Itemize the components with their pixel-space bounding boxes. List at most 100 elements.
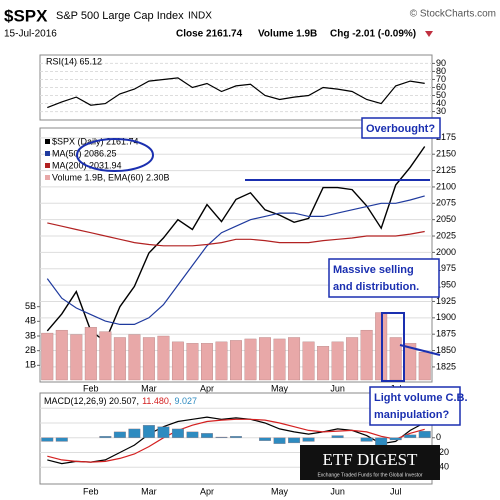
bar: [259, 337, 271, 381]
x-tick-label: May: [271, 383, 289, 393]
bar: [418, 351, 431, 381]
annotation-box: [328, 258, 440, 298]
legend-swatch: [45, 139, 50, 144]
bar: [201, 433, 213, 438]
y-tick-label: 2125: [436, 165, 456, 175]
x-tick-label: Jun: [330, 486, 345, 496]
highlight-ellipse: [76, 138, 154, 172]
legend-swatch: [45, 163, 50, 168]
bar: [55, 329, 68, 381]
bar: [99, 331, 112, 381]
change: Chg -2.01 (-0.09%): [330, 29, 416, 40]
bar: [41, 332, 54, 381]
bar: [128, 428, 141, 438]
bar: [346, 337, 359, 381]
legend-entry: Volume 1.9B, EMA(60) 2.30B: [52, 172, 170, 182]
legend-swatch: [45, 151, 50, 156]
annotation: manipulation?: [374, 409, 449, 421]
bar: [142, 337, 155, 381]
bar: [259, 437, 271, 441]
bar: [201, 343, 213, 381]
annotation: and distribution.: [333, 281, 419, 293]
line: [47, 222, 425, 247]
bar: [389, 337, 402, 381]
y-tick-label: 70: [436, 74, 446, 84]
bar: [113, 431, 126, 438]
y-tick-label: 1975: [436, 263, 456, 273]
legend-entry: 11.480,: [142, 396, 171, 406]
y-tick-label: -20: [436, 447, 449, 457]
bar: [360, 437, 373, 442]
line: [46, 146, 426, 343]
logo-box: [300, 445, 440, 480]
bar: [288, 337, 301, 381]
y-tick-label: 50: [436, 90, 446, 100]
bar: [389, 437, 402, 441]
x-tick-label: Jun: [330, 383, 345, 393]
bar: [331, 435, 344, 438]
legend: MACD(12,26,9) 20.507, 11.480, 9.027: [44, 396, 197, 406]
legend-entry: RSI(14) 65.12: [46, 56, 102, 66]
close: Close 2161.74: [176, 29, 243, 40]
bar: [418, 430, 431, 438]
logo-title: ETF DIGEST: [323, 450, 419, 469]
y-tick-label: 1B: [25, 360, 36, 370]
annotation-box: [369, 386, 461, 426]
y-tick-label: 0: [436, 432, 441, 442]
y-tick-label: -40: [436, 462, 449, 472]
bar: [404, 434, 417, 438]
y-tick-label: 2025: [436, 230, 456, 240]
logo-tagline: Exchange Traded Funds for the Global Inv…: [317, 472, 422, 478]
x-tick-label: Mar: [141, 486, 157, 496]
y-tick-label: 1825: [436, 361, 456, 371]
line: [47, 77, 425, 109]
y-tick-label: 2B: [25, 345, 36, 355]
y-tick-label: 1925: [436, 296, 456, 306]
bar: [302, 437, 315, 442]
y-tick-label: 1875: [436, 329, 456, 339]
x-tick-label: Mar: [141, 383, 157, 393]
bar: [142, 425, 155, 438]
bar: [157, 335, 170, 381]
bar: [331, 341, 344, 381]
legend-swatch: [45, 175, 50, 180]
y-tick-label: 1950: [436, 279, 456, 289]
line: [47, 418, 425, 463]
y-tick-label: 90: [436, 58, 446, 68]
y-tick-label: 40: [436, 98, 446, 108]
y-tick-label: 30: [436, 106, 446, 116]
x-tick-label: Apr: [200, 486, 214, 496]
copyright: © StockCharts.com: [410, 9, 496, 20]
bar: [113, 337, 126, 381]
bar: [171, 428, 184, 438]
y-tick-label: 2075: [436, 198, 456, 208]
bar: [157, 426, 170, 438]
y-tick-label: 80: [436, 66, 446, 76]
y-tick-label: 5B: [25, 301, 36, 311]
annotation: Massive selling: [333, 264, 414, 276]
annotation: Overbought?: [366, 123, 435, 135]
annotation-box: [361, 117, 441, 139]
bar: [55, 437, 68, 442]
bar: [230, 436, 242, 438]
y-tick-label: 1900: [436, 312, 456, 322]
bar: [273, 437, 286, 444]
x-tick-label: May: [271, 486, 289, 496]
bar: [273, 338, 286, 381]
legend-entry: MACD(12,26,9) 20.507,: [44, 396, 139, 406]
annotation: Light volume C.B.: [374, 392, 468, 404]
y-tick-label: 3B: [25, 330, 36, 340]
line: [46, 195, 425, 325]
x-tick-label: Jul: [390, 486, 402, 496]
legend-entry: MA(50) 2086.25: [52, 148, 117, 158]
y-tick-label: 2100: [436, 181, 456, 191]
legend-entry: 9.027: [174, 396, 197, 406]
bar: [84, 327, 97, 381]
y-tick-label: 2150: [436, 149, 456, 159]
bar: [70, 334, 83, 381]
symbol: $SPX: [4, 6, 48, 25]
bar: [317, 346, 330, 381]
y-tick-label: 4B: [25, 316, 36, 326]
y-tick-label: 2050: [436, 214, 456, 224]
volume: Volume 1.9B: [258, 29, 317, 40]
